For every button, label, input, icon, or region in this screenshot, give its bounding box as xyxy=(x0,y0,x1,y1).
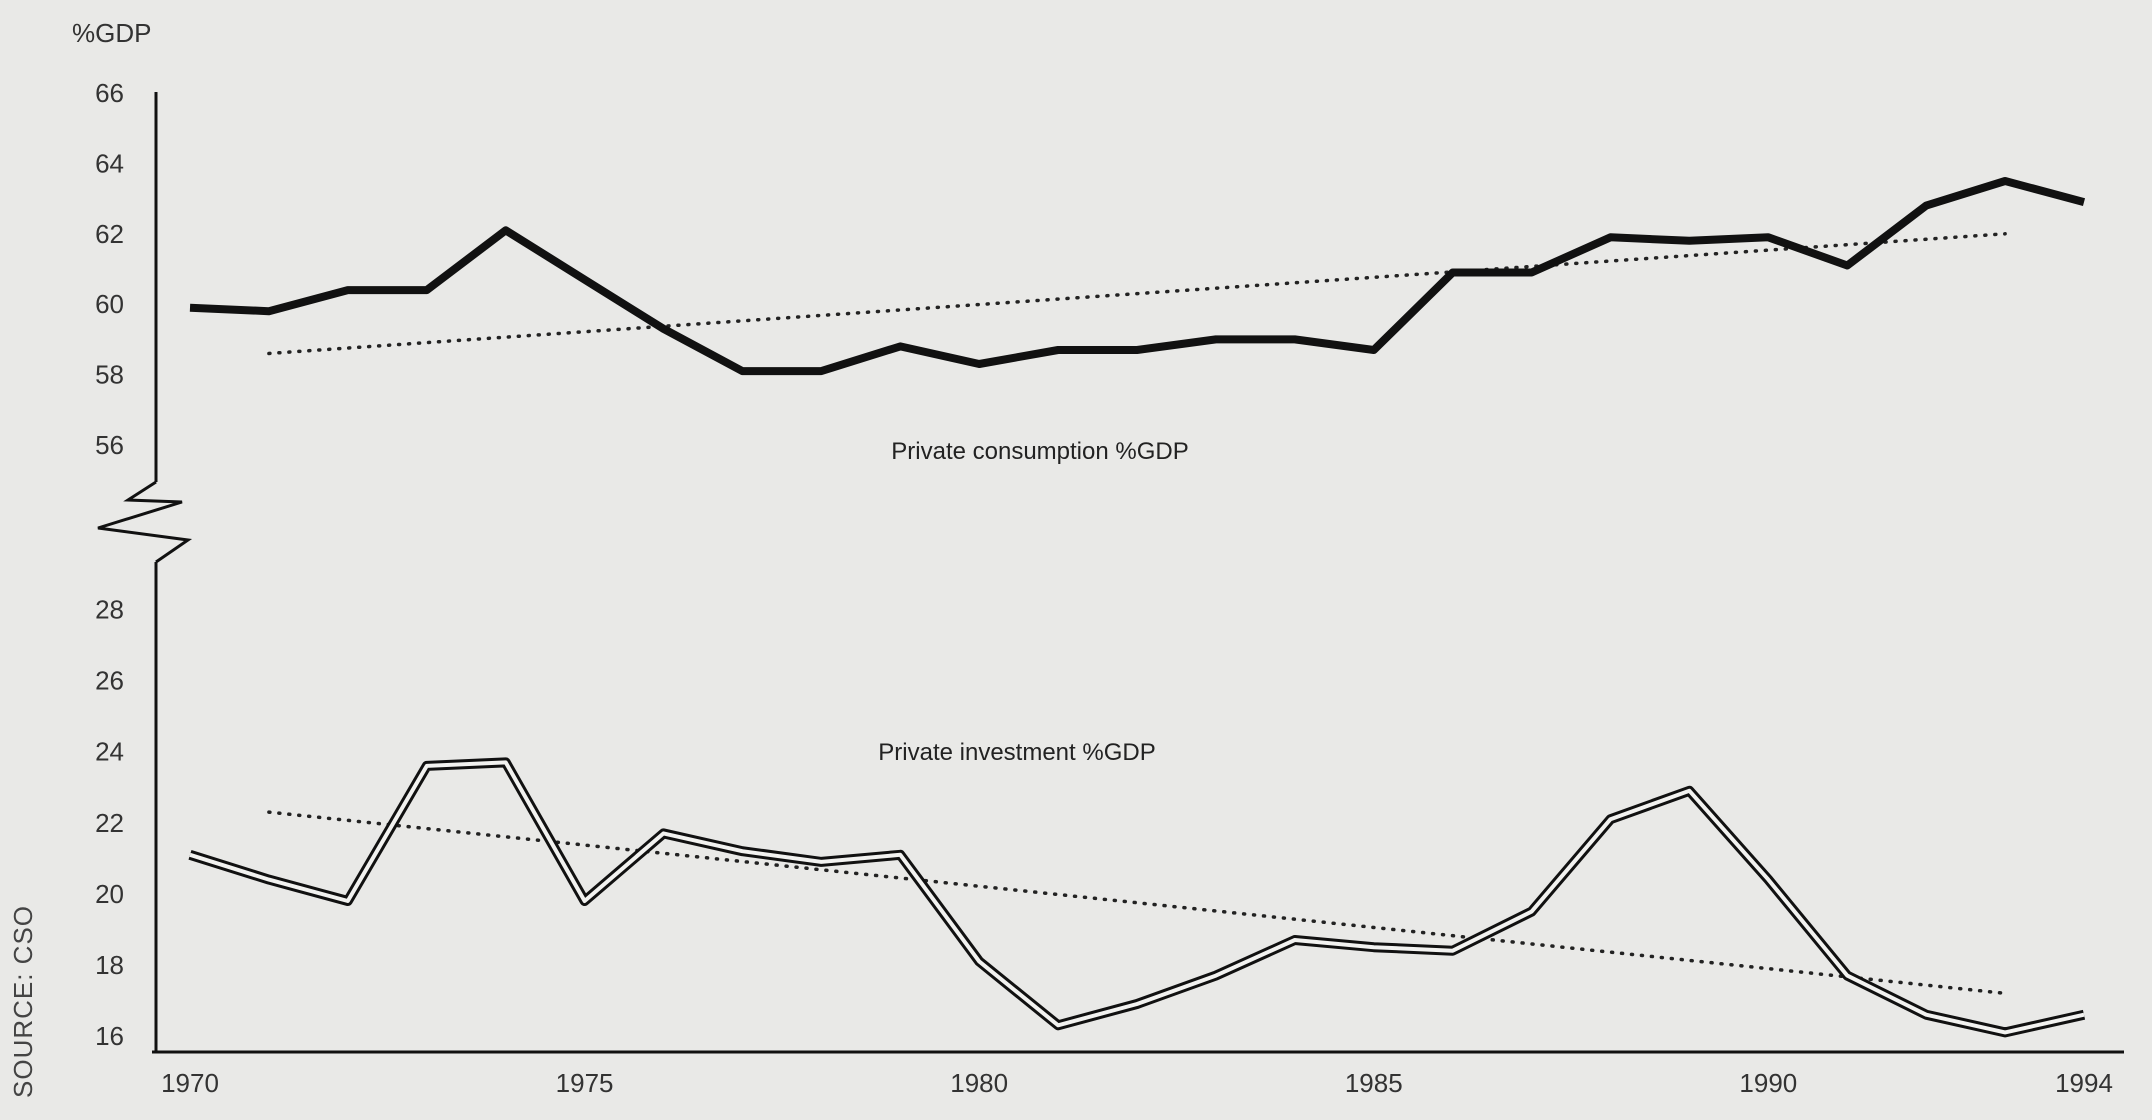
axes xyxy=(97,92,2124,1054)
series-line-investment-inner xyxy=(189,760,2085,1035)
trendline-upper xyxy=(267,232,2007,356)
series-line-consumption xyxy=(189,177,2086,376)
y-tick-label: 26 xyxy=(95,666,124,696)
y-tick-label: 56 xyxy=(95,430,124,460)
x-tick-label: 1994 xyxy=(2055,1068,2113,1098)
series-label-investment: Private investment %GDP xyxy=(878,739,1155,766)
trendline-lower xyxy=(267,810,2007,996)
y-tick-label: 58 xyxy=(95,360,124,390)
x-tick-label: 1980 xyxy=(950,1068,1008,1098)
y-tick-label: 28 xyxy=(95,595,124,625)
y-unit-label: %GDP xyxy=(72,18,151,48)
y-tick-label: 16 xyxy=(95,1021,124,1051)
y-tick-label: 18 xyxy=(95,950,124,980)
y-tick-label: 60 xyxy=(95,289,124,319)
y-tick-label: 22 xyxy=(95,808,124,838)
y-tick-label: 62 xyxy=(95,219,124,249)
x-tick-label: 1970 xyxy=(161,1068,219,1098)
axis-break-zigzag xyxy=(97,480,193,564)
y-tick-label: 64 xyxy=(95,148,124,178)
y-tick-label: 24 xyxy=(95,737,124,767)
x-tick-label: 1990 xyxy=(1739,1068,1797,1098)
series-line-investment-outer xyxy=(188,757,2086,1038)
y-tick-label: 66 xyxy=(95,78,124,108)
y-tick-label: 20 xyxy=(95,879,124,909)
x-tick-label: 1975 xyxy=(556,1068,614,1098)
x-tick-label: 1985 xyxy=(1345,1068,1403,1098)
source-note: SOURCE: CSO xyxy=(8,904,38,1098)
series-label-consumption: Private consumption %GDP xyxy=(891,438,1188,465)
